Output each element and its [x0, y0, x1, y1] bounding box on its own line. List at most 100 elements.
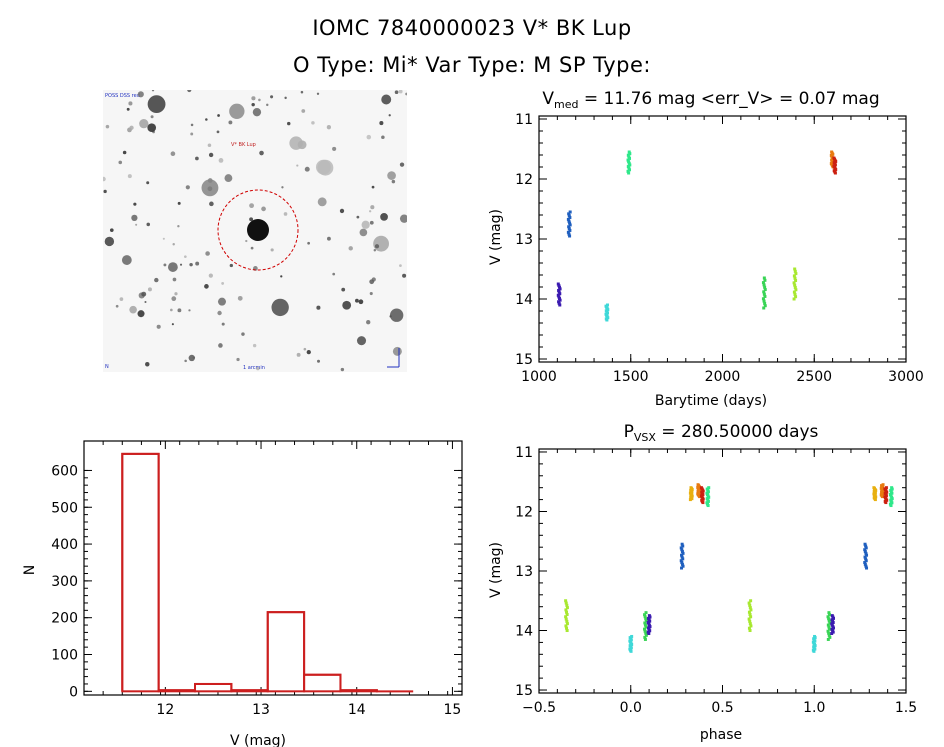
- star: [119, 297, 124, 301]
- data-point: [747, 601, 751, 605]
- star: [316, 305, 321, 310]
- star: [128, 101, 133, 106]
- star: [146, 222, 151, 227]
- star: [381, 94, 392, 105]
- star: [118, 160, 123, 165]
- data-point: [627, 160, 631, 164]
- star: [144, 300, 147, 304]
- data-point: [863, 561, 867, 565]
- data-point: [568, 223, 572, 227]
- y-tick-label: 15: [515, 683, 533, 699]
- star: [137, 310, 145, 318]
- y-tick-label: 200: [51, 611, 78, 627]
- star: [327, 236, 331, 241]
- star: [177, 308, 182, 313]
- data-point: [556, 293, 560, 297]
- star: [249, 203, 255, 209]
- plot-frame: [83, 440, 463, 696]
- star: [369, 220, 374, 225]
- star: [201, 179, 219, 197]
- data-point: [763, 288, 767, 292]
- data-point: [688, 498, 692, 502]
- star: [369, 292, 373, 296]
- star: [147, 123, 157, 133]
- star: [167, 262, 178, 272]
- star: [348, 246, 353, 251]
- histogram-ylabel: N: [22, 565, 38, 575]
- data-point: [827, 631, 831, 635]
- star: [147, 95, 166, 114]
- data-point: [644, 625, 648, 629]
- data-point-cluster: [556, 282, 562, 307]
- data-point: [628, 156, 632, 160]
- star: [156, 324, 161, 329]
- star: [251, 102, 255, 107]
- data-point: [626, 165, 630, 169]
- star: [163, 263, 167, 267]
- star: [359, 228, 368, 237]
- star: [104, 236, 115, 247]
- star: [379, 121, 384, 126]
- data-point: [557, 301, 561, 305]
- data-point: [748, 606, 752, 610]
- data-point: [644, 611, 648, 615]
- data-point-cluster: [811, 634, 817, 653]
- star: [296, 352, 301, 357]
- star: [326, 125, 332, 130]
- data-point: [605, 318, 609, 322]
- data-point: [568, 234, 572, 238]
- star: [135, 223, 138, 226]
- lightcurve-xlabel: Barytime (days): [655, 393, 767, 409]
- data-point: [863, 548, 867, 552]
- data-point: [643, 629, 647, 633]
- star: [356, 336, 367, 346]
- data-point: [680, 542, 684, 546]
- star: [366, 134, 372, 140]
- star: [405, 92, 407, 96]
- data-point: [565, 612, 569, 616]
- sky-image: POSS DSS red V* BK Lup N 1 arcmin: [103, 90, 407, 372]
- star: [398, 90, 403, 94]
- star: [369, 210, 372, 213]
- x-tick-label: 3000: [888, 369, 924, 385]
- histogram-bar: [230, 689, 269, 693]
- star: [187, 90, 192, 93]
- data-point: [643, 635, 647, 639]
- data-point: [706, 504, 710, 508]
- data-point: [827, 625, 831, 629]
- data-point: [627, 171, 631, 175]
- data-point: [793, 283, 797, 287]
- data-point: [557, 284, 561, 288]
- image-label-bottom-left: N: [105, 364, 109, 370]
- star: [190, 123, 194, 127]
- data-point: [564, 624, 568, 628]
- star: [205, 251, 210, 256]
- histogram-bar: [157, 689, 197, 693]
- data-point: [557, 295, 561, 299]
- star: [236, 357, 240, 362]
- data-point: [627, 161, 631, 165]
- data-point: [864, 551, 868, 555]
- data-point: [557, 297, 561, 301]
- data-point-cluster: [826, 611, 832, 641]
- star: [129, 305, 137, 314]
- star: [146, 181, 150, 185]
- data-point: [763, 294, 767, 298]
- data-point: [568, 228, 572, 232]
- data-point-cluster: [699, 486, 705, 505]
- data-point-cluster: [872, 486, 878, 502]
- star: [217, 310, 222, 316]
- data-point: [865, 566, 869, 570]
- data-point: [826, 615, 830, 619]
- y-tick-label: 12: [515, 172, 533, 188]
- data-point-cluster: [747, 599, 753, 633]
- star: [271, 298, 289, 317]
- data-point: [828, 635, 832, 639]
- x-tick-label: 0.0: [620, 700, 642, 716]
- star: [392, 346, 402, 356]
- star: [150, 115, 154, 119]
- star: [218, 343, 223, 348]
- x-tick-label: 1000: [521, 369, 557, 385]
- star: [217, 297, 226, 306]
